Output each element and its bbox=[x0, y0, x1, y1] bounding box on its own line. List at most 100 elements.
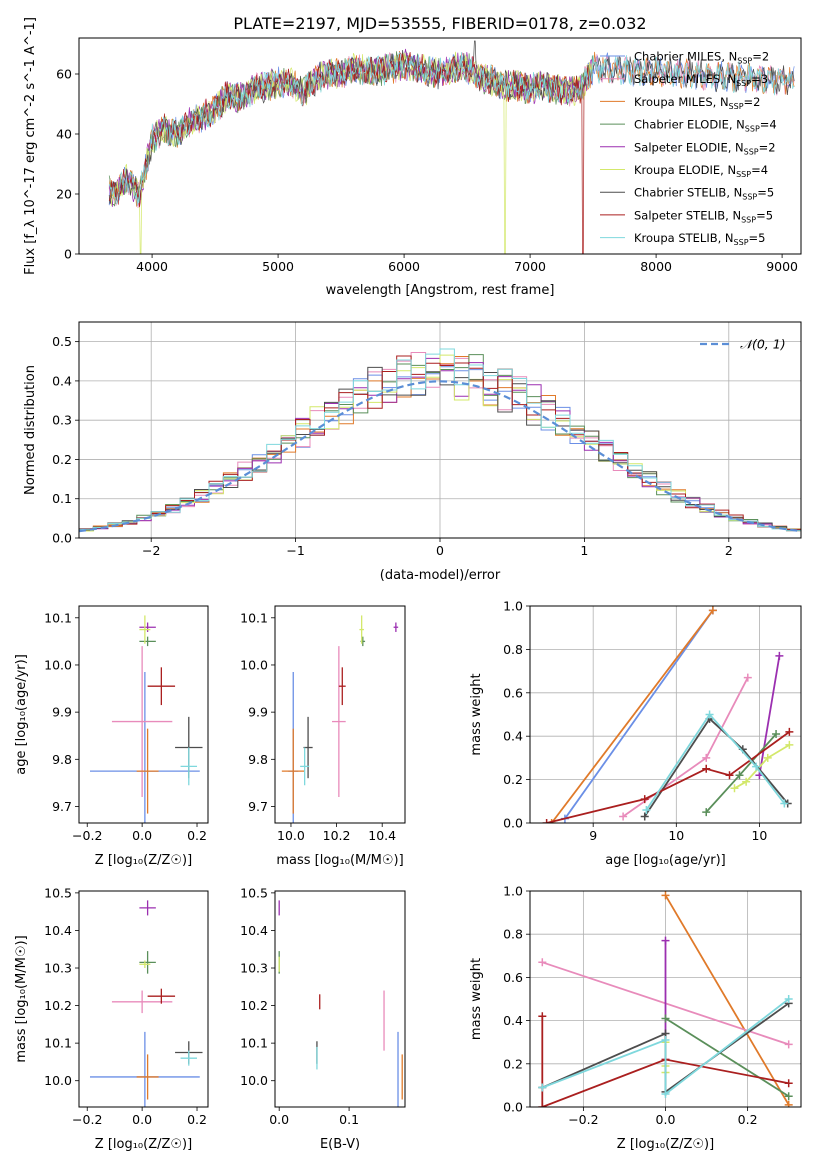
spectrum-ylabel: Flux [f_λ 10^-17 erg cm^-2 s^-1 A^-1] bbox=[23, 17, 38, 275]
weight-marker bbox=[763, 753, 772, 762]
x-tick-label: 9 bbox=[589, 828, 597, 843]
x-tick-label: 0.0 bbox=[132, 828, 152, 843]
residuals-axes: −2 −1 0 1 2 0.0 0.1 0.2 0.3 0.4 0.5 (data-model)/er… bbox=[23, 321, 802, 583]
errorbar-point bbox=[139, 900, 156, 916]
weight-marker bbox=[772, 730, 781, 739]
weight-vs-age-plot-area bbox=[542, 606, 794, 823]
weight-vs-Z-ylabel: mass weight bbox=[469, 958, 484, 1040]
spectrum-frame bbox=[78, 37, 802, 255]
y-tick-label: 10.0 bbox=[240, 1073, 268, 1088]
gaussian-curve bbox=[79, 380, 801, 533]
y-tick-label: 9.9 bbox=[52, 705, 72, 720]
y-tick-label: 0.0 bbox=[52, 531, 72, 546]
errorbar-point bbox=[136, 728, 159, 814]
weight-marker bbox=[619, 812, 628, 821]
errorbar-point bbox=[338, 667, 346, 706]
mass-vs-Z-frame bbox=[78, 890, 209, 1108]
mass-vs-ebv-plot-area bbox=[278, 900, 403, 1107]
weight-marker bbox=[661, 936, 670, 945]
y-tick-label: 10.4 bbox=[44, 923, 72, 938]
age-vs-mass-frame bbox=[274, 605, 406, 824]
errorbar-point bbox=[139, 636, 156, 647]
y-tick-label: 10.0 bbox=[44, 657, 72, 672]
x-tick-label: −0.2 bbox=[72, 828, 102, 843]
legend-subscript: SSP bbox=[742, 193, 757, 202]
weight-marker bbox=[752, 762, 761, 771]
legend-subscript: SSP bbox=[734, 238, 749, 247]
x-tick-label: 0.2 bbox=[187, 1112, 207, 1127]
weight-marker bbox=[702, 764, 711, 773]
legend-entry: Chabrier MILES, NSSP=2 bbox=[634, 50, 769, 66]
x-tick-label: 10 bbox=[751, 828, 767, 843]
y-tick-label: 0.3 bbox=[52, 413, 72, 428]
errorbar-point bbox=[300, 747, 310, 786]
x-tick-label: 5000 bbox=[262, 259, 294, 274]
weight-line bbox=[705, 733, 777, 813]
legend-entry: Salpeter ELODIE, NSSP=2 bbox=[634, 140, 776, 156]
x-tick-label: 0.1 bbox=[339, 1112, 359, 1127]
errorbar-point bbox=[139, 615, 151, 644]
legend-value: =4 bbox=[760, 118, 777, 132]
legend-value: =4 bbox=[751, 163, 768, 177]
mass-vs-ebv-frame bbox=[274, 890, 406, 1108]
y-tick-label: 9.8 bbox=[248, 752, 268, 767]
mass-vs-ebv-xlabel: E(B-V) bbox=[320, 1137, 360, 1152]
y-tick-label: 10.2 bbox=[44, 998, 72, 1013]
weight-marker bbox=[538, 1103, 547, 1107]
y-tick-label: 0.5 bbox=[52, 334, 72, 349]
errorbar-point bbox=[332, 646, 346, 798]
x-tick-label: 0.0 bbox=[656, 1112, 676, 1127]
weight-marker bbox=[730, 784, 739, 793]
x-tick-label: 4000 bbox=[136, 259, 168, 274]
weight-vs-Z-plot-area bbox=[538, 891, 793, 1107]
weight-line bbox=[665, 1017, 790, 1097]
errorbar-point bbox=[359, 615, 364, 644]
legend-subscript: SSP bbox=[741, 215, 756, 224]
legend-value: =2 bbox=[759, 140, 776, 154]
legend-entry: Chabrier ELODIE, NSSP=4 bbox=[634, 118, 777, 134]
weight-marker bbox=[538, 1083, 547, 1092]
x-tick-label: 1 bbox=[580, 543, 588, 558]
spectrum-line bbox=[108, 51, 594, 254]
weight-marker bbox=[735, 771, 744, 780]
weight-line bbox=[758, 655, 781, 776]
weight-marker bbox=[538, 1012, 547, 1021]
x-tick-label: 10.0 bbox=[277, 828, 305, 843]
x-tick-label: −1 bbox=[286, 543, 304, 558]
y-tick-label: 10.2 bbox=[240, 998, 268, 1013]
weight-line bbox=[564, 609, 714, 820]
legend-value: =2 bbox=[752, 50, 769, 64]
y-tick-label: 10.1 bbox=[240, 1036, 268, 1051]
weight-vs-age-xlabel: age [log₁₀(age/yr)] bbox=[605, 853, 726, 868]
residuals-ylabel: Normed distribution bbox=[23, 365, 38, 495]
spectrum-xlabel: wavelength [Angstrom, rest frame] bbox=[326, 283, 555, 298]
y-tick-label: 10.4 bbox=[240, 923, 268, 938]
residuals-plot-area bbox=[79, 348, 801, 533]
legend-entry: Kroupa STELIB, NSSP=5 bbox=[634, 231, 765, 247]
y-tick-label: 10.0 bbox=[44, 1073, 72, 1088]
y-tick-label: 0.2 bbox=[503, 772, 523, 787]
weight-marker bbox=[742, 777, 751, 786]
y-tick-label: 10.1 bbox=[240, 610, 268, 625]
weight-marker bbox=[661, 1014, 670, 1023]
y-tick-label: 0.2 bbox=[503, 1056, 523, 1071]
y-tick-label: 40 bbox=[56, 127, 72, 142]
errorbar-point bbox=[180, 1050, 198, 1066]
y-tick-label: 10.3 bbox=[240, 961, 268, 976]
weight-line bbox=[541, 1016, 789, 1107]
weight-marker bbox=[784, 1100, 793, 1107]
y-tick-label: 0 bbox=[64, 247, 72, 262]
age-vs-Z-axes: −0.2 0.0 0.2 9.7 9.8 9.9 10.0 10.1 Z [log₁₀(Z/Z☉… bbox=[14, 605, 209, 868]
weight-marker bbox=[785, 727, 794, 736]
legend-value: =2 bbox=[744, 95, 761, 109]
weight-marker bbox=[784, 1079, 793, 1088]
histogram-series bbox=[79, 366, 801, 531]
mass-vs-Z-plot-area bbox=[89, 900, 203, 1107]
weight-marker bbox=[743, 673, 752, 682]
weight-marker bbox=[661, 1036, 670, 1045]
y-tick-label: 9.7 bbox=[52, 799, 72, 814]
weight-line bbox=[541, 998, 790, 1096]
y-tick-label: 0.6 bbox=[503, 970, 523, 985]
y-tick-label: 0.0 bbox=[503, 1100, 523, 1115]
histogram-series bbox=[79, 354, 801, 532]
